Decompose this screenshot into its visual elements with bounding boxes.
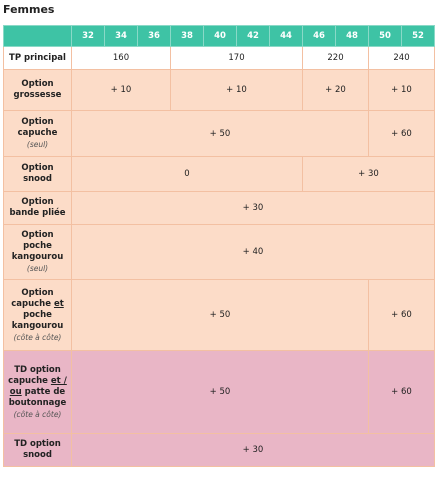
label-text: Option grossesse — [13, 79, 62, 100]
price-cell: 170 — [170, 46, 303, 70]
label-text: et / ou — [9, 375, 67, 397]
price-cell: + 30 — [302, 156, 435, 192]
row-label: Option snood — [3, 156, 72, 192]
price-row: Option capuche et poche kangourou (côte à… — [3, 279, 435, 351]
size-header: 32 — [71, 25, 105, 47]
corner-cell — [3, 25, 72, 47]
label-text: et — [53, 298, 64, 309]
size-header: 46 — [302, 25, 336, 47]
row-label: Option bande pliée — [3, 191, 72, 225]
size-header: 50 — [368, 25, 402, 47]
size-table: 32 34 36 38 40 42 44 46 48 50 52 TP principal 160 170… — [3, 25, 435, 467]
price-row: TD option capuche et / ou patte de bouto… — [3, 350, 435, 434]
label-text: TP principal — [9, 52, 66, 63]
label-note: (seul) — [26, 140, 49, 149]
price-cell: + 60 — [368, 279, 435, 351]
size-header: 44 — [269, 25, 303, 47]
label-note: (côte à côte) — [13, 332, 62, 342]
label-text: patte de boutonnage — [8, 386, 67, 408]
price-cell: + 10 — [71, 69, 171, 111]
size-header: 52 — [401, 25, 435, 47]
row-label: Option capuche et poche kangourou (côte à… — [3, 279, 72, 351]
label-text: TD option snood — [14, 439, 61, 460]
price-row: TD option snood + 30 — [3, 433, 435, 467]
label-text: Option poche kangourou — [11, 230, 64, 262]
size-header: 42 — [236, 25, 270, 47]
row-label: TD option capuche et / ou patte de bouto… — [3, 350, 72, 434]
price-cell: + 20 — [302, 69, 369, 111]
label-text: Option snood — [21, 163, 54, 184]
price-cell: + 60 — [368, 350, 435, 434]
price-cell: 240 — [368, 46, 435, 70]
label-text: Option bande pliée — [9, 197, 66, 218]
price-cell: + 10 — [170, 69, 303, 111]
price-cell: + 30 — [71, 433, 435, 467]
row-label: TP principal — [3, 46, 72, 70]
size-header: 36 — [137, 25, 171, 47]
label-note: (seul) — [26, 264, 49, 273]
row-label: Option capuche (seul) — [3, 110, 72, 157]
row-label: Option grossesse — [3, 69, 72, 111]
row-label: TD option snood — [3, 433, 72, 467]
price-cell: 160 — [71, 46, 171, 70]
price-cell: + 50 — [71, 350, 369, 434]
price-row: Option grossesse + 10 + 10 + 20 + 10 — [3, 69, 435, 111]
price-cell: + 40 — [71, 224, 435, 280]
size-header: 38 — [170, 25, 204, 47]
price-cell: + 60 — [368, 110, 435, 157]
label-text: TD option capuche — [8, 364, 61, 386]
price-cell: + 10 — [368, 69, 435, 111]
label-text: Option capuche — [17, 117, 58, 138]
price-cell: 220 — [302, 46, 369, 70]
label-note: (côte à côte) — [13, 409, 62, 419]
price-row: Option poche kangourou (seul) + 40 — [3, 224, 435, 280]
size-header: 34 — [104, 25, 138, 47]
price-cell: + 50 — [71, 110, 369, 157]
price-cell: + 50 — [71, 279, 369, 351]
row-label: Option poche kangourou (seul) — [3, 224, 72, 280]
header-row: 32 34 36 38 40 42 44 46 48 50 52 — [3, 25, 435, 47]
label-text: poche kangourou — [11, 309, 64, 331]
price-row: TP principal 160 170 220 240 — [3, 46, 435, 70]
size-header: 40 — [203, 25, 237, 47]
size-header: 48 — [335, 25, 369, 47]
price-cell: + 30 — [71, 191, 435, 225]
price-row: Option snood 0 + 30 — [3, 156, 435, 192]
price-cell: 0 — [71, 156, 303, 192]
price-row: Option capuche (seul) + 50 + 60 — [3, 110, 435, 157]
price-row: Option bande pliée + 30 — [3, 191, 435, 225]
label-text: Option capuche — [11, 287, 54, 309]
title: Femmes — [3, 3, 55, 16]
